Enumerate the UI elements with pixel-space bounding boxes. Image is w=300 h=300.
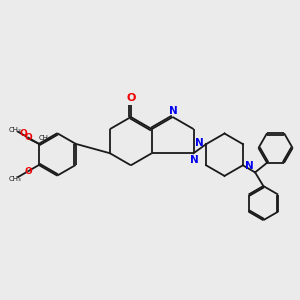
Text: O: O (24, 133, 32, 142)
Text: CH₃: CH₃ (8, 127, 21, 133)
Text: N: N (195, 138, 204, 148)
Text: O: O (24, 167, 32, 176)
Text: CH₃: CH₃ (38, 135, 51, 141)
Text: O: O (19, 129, 27, 138)
Text: N: N (169, 106, 178, 116)
Text: O: O (126, 93, 136, 103)
Text: CH₃: CH₃ (8, 176, 21, 182)
Text: N: N (190, 155, 199, 165)
Text: N: N (245, 161, 254, 171)
